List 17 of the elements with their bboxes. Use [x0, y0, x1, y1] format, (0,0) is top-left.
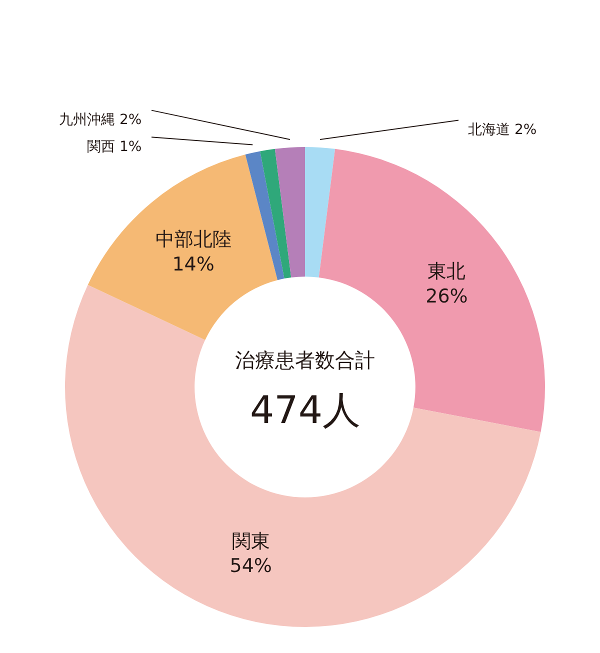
- donut-slice: [274, 147, 305, 278]
- slice-label: 中部北陸: [155, 228, 232, 251]
- data-label: 26%: [426, 285, 468, 308]
- slice-label: 関西 1%: [87, 139, 142, 155]
- donut-slice: [305, 147, 336, 278]
- donut-slice: [245, 151, 284, 280]
- data-label: 54%: [230, 554, 272, 577]
- slice-label: 北海道 2%: [468, 122, 537, 138]
- data-label: 14%: [172, 253, 214, 276]
- donut-slice: [65, 284, 541, 627]
- slice-label: 九州沖縄 2%: [59, 112, 142, 128]
- slice-label: 東北: [428, 260, 466, 283]
- text: 治療患者数合計: [235, 348, 375, 372]
- slice-label: 関東: [232, 530, 270, 552]
- donut-slice: [88, 154, 278, 340]
- donut-slice: [260, 148, 292, 279]
- text: 474人: [250, 388, 361, 432]
